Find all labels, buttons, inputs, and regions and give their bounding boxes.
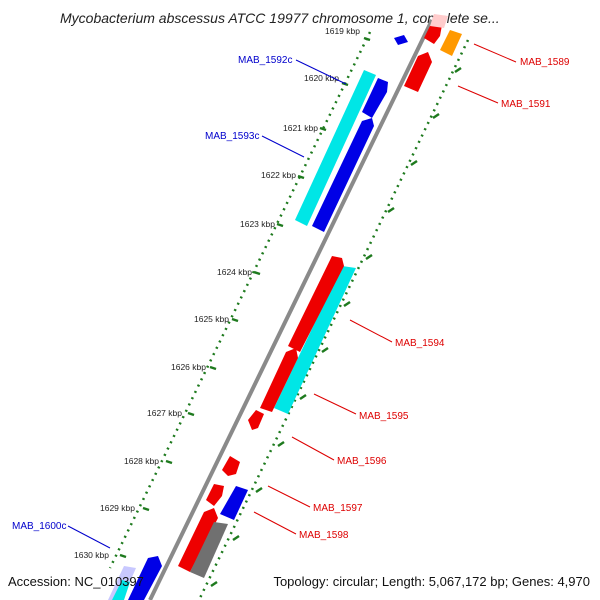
tick-label: 1625 kbp — [194, 314, 229, 324]
gene-feature-red[interactable] — [260, 348, 298, 412]
gene-feature-red[interactable] — [222, 456, 240, 476]
tick-label: 1628 kbp — [124, 456, 159, 466]
gene-feature-red[interactable] — [178, 508, 218, 572]
tick-label: 1629 kbp — [100, 503, 135, 513]
gene-feature-cyan[interactable] — [295, 70, 376, 226]
tick-label: 1619 kbp — [325, 26, 360, 36]
tick-label: 1622 kbp — [261, 170, 296, 180]
chromosome-backbone — [148, 19, 434, 600]
tick-label: 1626 kbp — [171, 362, 206, 372]
right-tick-track — [198, 39, 470, 599]
accession-text: Accession: NC_010397 — [8, 574, 144, 589]
left-tick-track — [108, 31, 372, 569]
gene-label-mab-1589[interactable]: MAB_1589 — [520, 57, 570, 68]
tick-label: 1620 kbp — [304, 73, 339, 83]
gene-feature-gray[interactable] — [190, 522, 228, 578]
gene-feature-cyan[interactable] — [274, 266, 356, 414]
major-tick-marks — [119, 36, 371, 559]
gene-feature-red[interactable] — [248, 410, 264, 430]
gene-feature-red[interactable] — [424, 22, 442, 44]
gene-feature-pink[interactable] — [430, 14, 448, 28]
gene-label-mab-1592c[interactable]: MAB_1592c — [238, 55, 292, 66]
gene-feature-red[interactable] — [206, 484, 224, 506]
minor-tick-marks — [210, 66, 462, 588]
gene-feature-orange[interactable] — [440, 30, 462, 56]
gene-feature-blue[interactable] — [220, 486, 248, 520]
gene-feature-blue[interactable] — [312, 118, 374, 232]
gene-label-mab-1596[interactable]: MAB_1596 — [337, 456, 387, 467]
gene-label-mab-1591[interactable]: MAB_1591 — [501, 99, 551, 110]
tick-label: 1630 kbp — [74, 550, 109, 560]
tick-label: 1621 kbp — [283, 123, 318, 133]
gene-label-mab-1600c[interactable]: MAB_1600c — [12, 521, 66, 532]
gene-feature-cyan[interactable] — [112, 580, 130, 600]
gene-label-mab-1595[interactable]: MAB_1595 — [359, 411, 409, 422]
gene-label-mab-1593c[interactable]: MAB_1593c — [205, 131, 259, 142]
gene-label-mab-1597[interactable]: MAB_1597 — [313, 503, 363, 514]
map-title: Mycobacterium abscessus ATCC 19977 chrom… — [60, 10, 500, 26]
gene-feature-blue[interactable] — [128, 556, 162, 600]
gene-feature-red[interactable] — [288, 256, 344, 352]
tick-label: 1627 kbp — [147, 408, 182, 418]
gene-label-mab-1594[interactable]: MAB_1594 — [395, 338, 445, 349]
gene-feature-red[interactable] — [404, 52, 432, 92]
label-leader-lines — [67, 43, 517, 549]
tick-label: 1623 kbp — [240, 219, 275, 229]
tick-label: 1624 kbp — [217, 267, 252, 277]
gene-feature-blue[interactable] — [394, 35, 408, 45]
genome-summary-text: Topology: circular; Length: 5,067,172 bp… — [273, 574, 590, 589]
gene-feature-blue[interactable] — [362, 78, 388, 118]
gene-label-mab-1598[interactable]: MAB_1598 — [299, 530, 349, 541]
